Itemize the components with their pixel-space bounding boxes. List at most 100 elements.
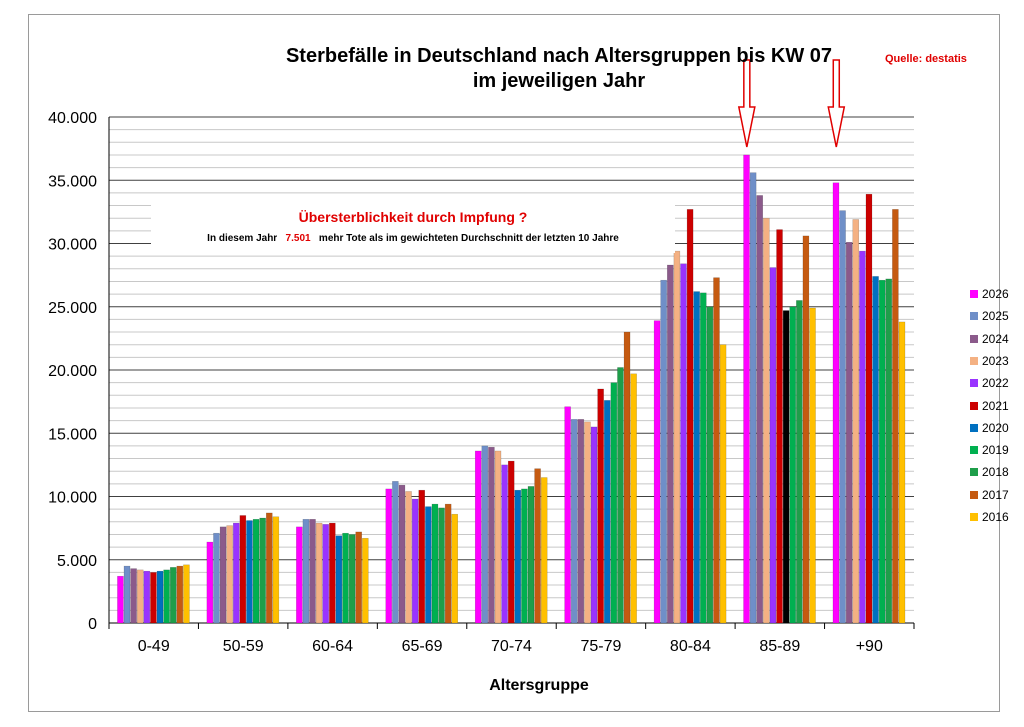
legend-swatch [970,334,978,343]
bar-2019-75-79 [610,382,618,624]
bar-2016-50-59 [272,516,280,624]
bar-2024-75-79 [577,419,585,624]
bar-2021-0-49 [150,572,157,624]
bar-2022-+90 [859,250,866,624]
bar-2021-70-74 [507,460,515,624]
legend-label: 2018 [982,465,1009,480]
chart-frame: 0 5.000 10.000 15.000 20.000 25.000 30.000 35.0… [28,14,1009,712]
bar-2026-60-64 [296,526,303,624]
bar-2019-65-69 [431,503,439,624]
bar-2017-65-69 [444,503,452,624]
x-tick-label: 50-59 [223,638,264,655]
y-tick-label: 35.000 [48,173,97,190]
bar-2024-+90 [845,241,853,624]
bar-2024-80-84 [667,264,674,624]
legend-label: 2016 [982,510,1009,524]
legend-item-2025: 2025 [970,309,1024,323]
bar-2023-70-74 [494,450,502,624]
legend-item-2018: 2018 [970,465,1024,479]
x-tick-label: 80-84 [670,638,711,655]
x-tick-label: +90 [856,638,883,655]
bar-2023-60-64 [315,522,323,624]
bar-2020-+90 [872,276,879,624]
bar-2023-0-49 [136,569,144,624]
bar-2018-+90 [885,278,893,624]
bar-2024-85-89 [756,195,763,624]
y-tick-label: 10.000 [48,490,97,507]
bar-2023-75-79 [584,421,591,624]
legend-label: 2025 [982,309,1009,324]
legend-item-2026: 2026 [970,287,1024,301]
bar-2020-65-69 [425,506,432,624]
bar-2024-50-59 [219,526,227,624]
bar-2017-85-89 [802,235,810,624]
bar-2025-75-79 [570,419,578,624]
bar-2018-0-49 [169,567,177,624]
legend-label: 2020 [982,420,1009,435]
annotation-box: Übersterblichkeit durch Impfung ? In die… [151,203,675,253]
bar-2016-+90 [898,321,906,624]
bar-2019-50-59 [252,519,260,624]
bar-2017-70-74 [534,468,541,624]
bar-2023-+90 [852,219,860,624]
bar-2017-50-59 [266,512,273,624]
chart-title: Sterbefälle in Deutschland nach Altersgr… [285,45,833,67]
bar-2025-80-84 [660,279,667,624]
bar-chart: 0 5.000 10.000 15.000 20.000 25.000 30.000 35.0… [48,59,915,655]
legend-swatch [970,379,978,388]
bar-2016-0-49 [183,564,190,624]
legend-label: 2023 [982,353,1009,368]
source-label: Quelle: destatis [885,53,967,65]
bar-2016-60-64 [362,537,369,624]
bar-2016-70-74 [540,477,548,624]
bar-2025-70-74 [481,445,489,624]
bar-2019-70-74 [521,488,528,624]
legend-swatch [970,290,978,298]
bar-2020-60-64 [335,535,343,624]
legend-swatch [970,312,978,321]
bar-2022-60-64 [322,524,329,624]
x-tick-label: 75-79 [580,638,621,655]
x-tick-label: 70-74 [491,638,532,655]
bar-2023-50-59 [226,525,233,624]
legend-swatch [970,513,978,521]
bar-2018-60-64 [348,534,356,624]
x-tick-label: 0-49 [138,638,170,655]
bar-2017-60-64 [355,531,362,624]
bar-2017-80-84 [713,277,720,624]
bar-2016-80-84 [719,344,727,624]
legend-label: 2026 [982,287,1009,301]
bar-2020-75-79 [603,400,611,624]
bar-2017-+90 [892,209,899,624]
bar-2022-75-79 [590,426,598,624]
legend-swatch [970,446,978,455]
legend-label: 2021 [982,398,1009,413]
legend-item-2022: 2022 [970,376,1024,390]
legend-label: 2019 [982,443,1009,458]
bar-2019-+90 [878,279,886,624]
annotation-value: 7.501 [285,233,311,244]
bar-2019-80-84 [700,292,707,624]
bar-2024-65-69 [398,484,406,624]
bar-2025-+90 [839,210,846,624]
x-tick-label: 85-89 [759,638,800,655]
bar-2025-85-89 [749,172,757,624]
chart-subtitle: im jeweiligen Jahr [472,70,646,92]
bar-2025-0-49 [123,565,131,624]
bar-2025-65-69 [392,481,399,624]
bar-2024-60-64 [309,519,316,624]
annotation-text: In diesem Jahr 7.501 mehr Tote als im ge… [151,233,675,244]
y-tick-label: 25.000 [48,300,97,317]
bar-2025-50-59 [213,532,220,624]
legend-item-2023: 2023 [970,354,1024,368]
bar-2017-75-79 [623,331,631,624]
bar-2022-65-69 [411,498,419,624]
legend-item-2017: 2017 [970,488,1024,502]
x-tick-label: 60-64 [312,638,353,655]
legend-item-2020: 2020 [970,421,1024,435]
bar-2021-65-69 [418,489,426,624]
bar-2023-85-89 [763,217,770,624]
bar-2026-70-74 [474,450,482,624]
bar-2025-60-64 [302,519,310,624]
bar-2017-0-49 [176,565,184,624]
